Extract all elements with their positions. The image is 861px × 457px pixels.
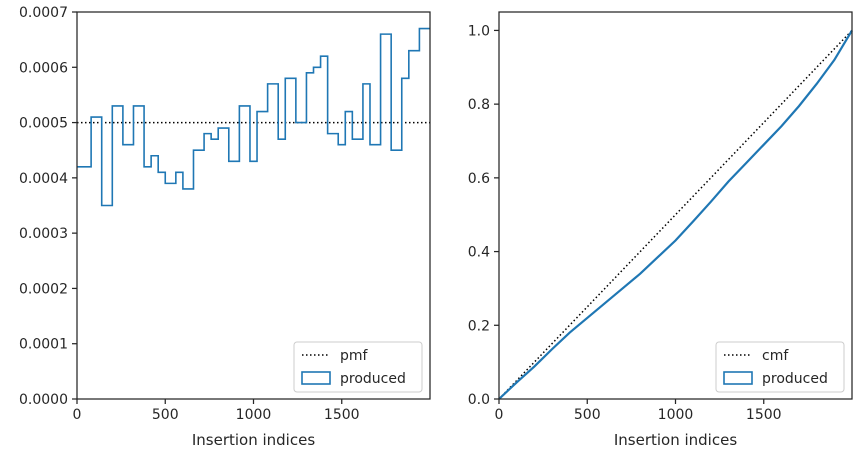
y-tick-label: 0.0 — [468, 392, 490, 408]
legend-swatch-produced — [723, 371, 753, 385]
y-tick-label: 0.0000 — [19, 392, 68, 408]
x-tick-label: 1000 — [658, 407, 694, 423]
x-tick-label: 1500 — [746, 407, 782, 423]
y-tick-label: 0.0005 — [19, 116, 68, 132]
y-tick-label: 0.6 — [468, 171, 490, 187]
legend: cmf produced — [715, 341, 845, 393]
y-tick-label: 0.8 — [468, 97, 490, 113]
legend-label-cmf: cmf — [762, 348, 789, 364]
left-pmf-chart: 0 500 1000 1500 0.0000 0.0001 0.0002 0.0003 0.00… — [19, 5, 431, 449]
y-tick-label: 0.4 — [468, 245, 490, 261]
x-axis-label: Insertion indices — [192, 431, 315, 449]
y-tick-label: 0.0007 — [19, 5, 68, 21]
x-tick-label: 500 — [152, 407, 179, 423]
plot-frame — [76, 11, 431, 400]
x-tick-label: 500 — [574, 407, 601, 423]
right-cmf-chart: 0 500 1000 1500 0.0 0.2 0.4 0.6 0.8 1.0 Insertion … — [468, 11, 853, 449]
legend-label-produced: produced — [340, 371, 406, 387]
plot-frame — [498, 11, 853, 400]
y-tick-label: 0.0006 — [19, 60, 68, 76]
series-cmf-line — [498, 29, 853, 400]
x-tick-label: 0 — [495, 407, 504, 423]
y-tick-label: 0.0002 — [19, 281, 68, 297]
legend-swatch-produced — [301, 371, 331, 385]
legend-label-pmf: pmf — [340, 348, 369, 364]
legend-label-produced: produced — [762, 371, 828, 387]
x-tick-label: 0 — [73, 407, 82, 423]
legend: pmf produced — [293, 341, 423, 393]
series-produced-line — [77, 27, 430, 207]
y-tick-label: 0.0004 — [19, 171, 68, 187]
y-tick-label: 1.0 — [468, 23, 490, 39]
y-tick-label: 0.0003 — [19, 226, 68, 242]
y-tick-label: 0.0001 — [19, 337, 68, 353]
x-tick-label: 1500 — [324, 407, 360, 423]
y-tick-label: 0.2 — [468, 318, 490, 334]
x-tick-label: 1000 — [236, 407, 272, 423]
x-axis-label: Insertion indices — [614, 431, 737, 449]
series-produced-line — [498, 29, 853, 400]
